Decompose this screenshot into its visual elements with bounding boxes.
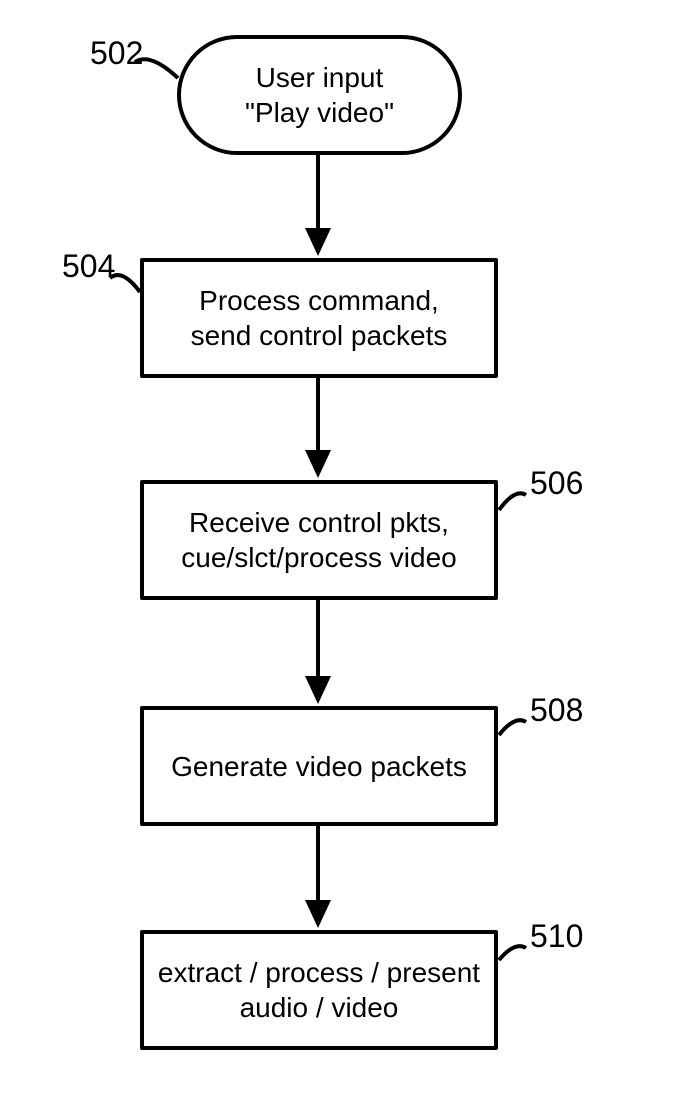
node-text: User input "Play video"	[245, 60, 394, 130]
node-text: Process command, send control packets	[191, 283, 448, 353]
node-extract-present: extract / process / present audio / vide…	[140, 930, 498, 1050]
node-text: extract / process / present audio / vide…	[158, 955, 480, 1025]
node-generate-packets: Generate video packets	[140, 706, 498, 826]
flowchart-canvas: User input "Play video" 502 Process comm…	[0, 0, 680, 1110]
ref-label-510: 510	[530, 918, 583, 955]
ref-label-506: 506	[530, 465, 583, 502]
ref-label-502: 502	[90, 35, 143, 72]
ref-label-504: 504	[62, 248, 115, 285]
node-receive-control: Receive control pkts, cue/slct/process v…	[140, 480, 498, 600]
node-text: Receive control pkts, cue/slct/process v…	[181, 505, 456, 575]
node-text: Generate video packets	[171, 749, 467, 784]
node-process-command: Process command, send control packets	[140, 258, 498, 378]
node-user-input: User input "Play video"	[177, 35, 462, 155]
ref-label-508: 508	[530, 692, 583, 729]
